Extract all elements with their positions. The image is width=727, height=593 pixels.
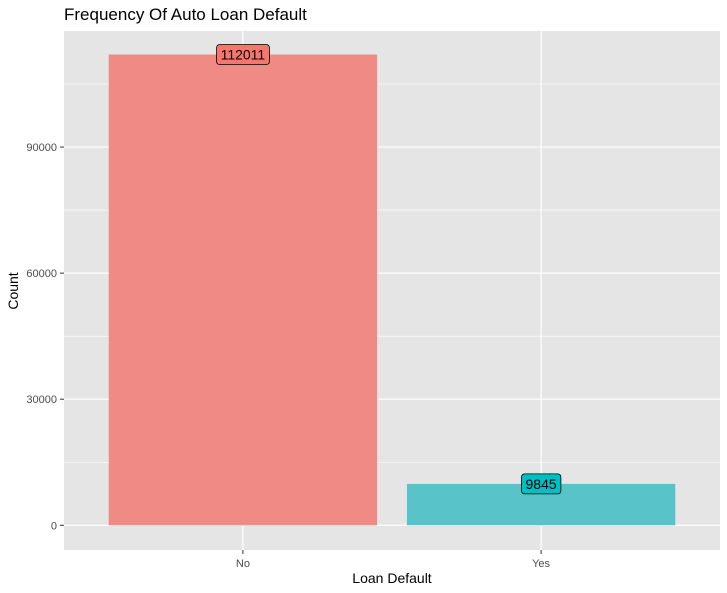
data-label: 112011 bbox=[216, 44, 270, 65]
data-labels: 112011 9845 bbox=[216, 44, 562, 495]
y-tick-label: 30000 bbox=[26, 394, 57, 406]
y-axis-title: Count bbox=[5, 272, 21, 309]
data-label: 9845 bbox=[521, 473, 562, 495]
y-tick-label: 60000 bbox=[26, 268, 57, 280]
chart-title: Frequency Of Auto Loan Default bbox=[64, 5, 307, 24]
data-label-box bbox=[521, 473, 562, 495]
x-axis-title: Loan Default bbox=[352, 570, 432, 586]
x-tick-label: No bbox=[236, 558, 250, 570]
y-tick-label: 0 bbox=[51, 520, 57, 532]
x-axis: No Yes bbox=[236, 550, 551, 570]
data-label-box bbox=[216, 44, 270, 65]
bar-no bbox=[108, 54, 378, 526]
y-tick-label: 90000 bbox=[26, 142, 57, 154]
y-axis: 0 30000 60000 90000 bbox=[26, 142, 64, 532]
data-label-text: 9845 bbox=[526, 476, 557, 492]
x-tick-label: Yes bbox=[532, 558, 550, 570]
data-label-text: 112011 bbox=[221, 47, 266, 63]
